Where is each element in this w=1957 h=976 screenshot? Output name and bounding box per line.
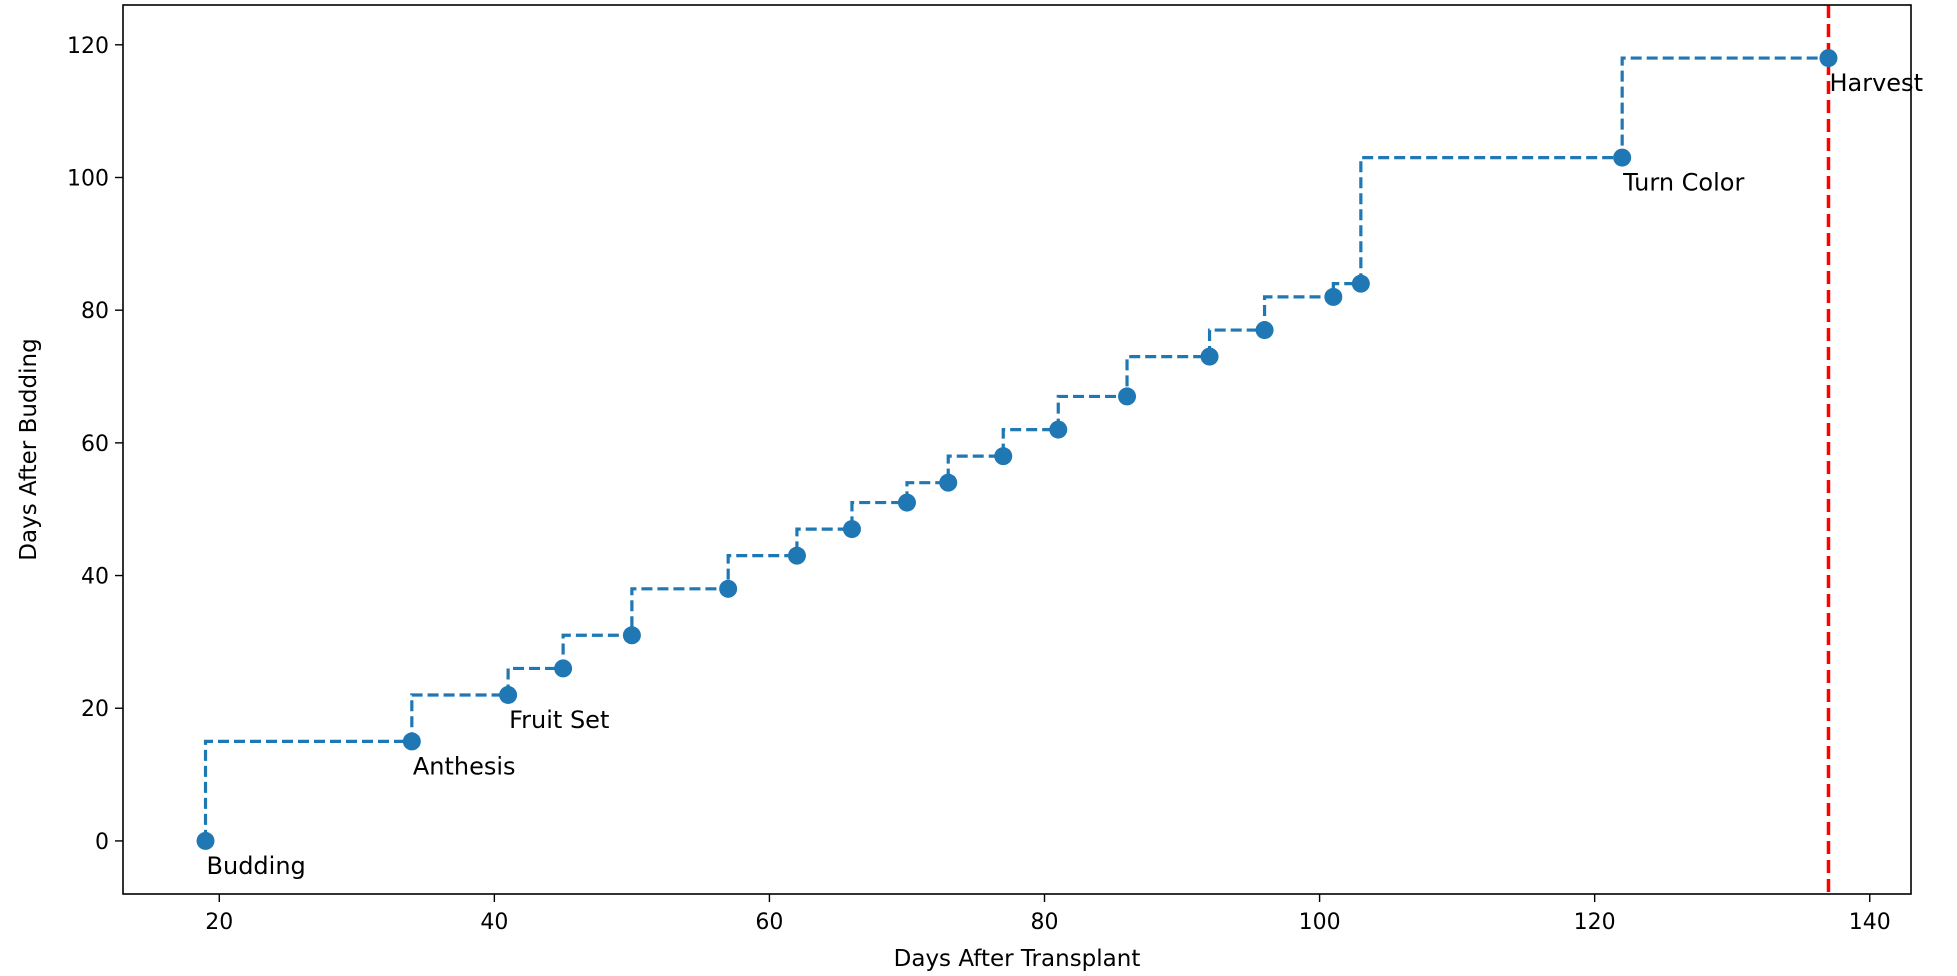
x-tick-label: 80 [1031,910,1059,935]
plot-area: Budding Anthesis Fruit Set Turn Color Harves… [196,5,1923,894]
data-point [402,732,421,751]
x-axis: 20 40 60 80 100 120 140 [205,894,1891,935]
x-tick-label: 100 [1299,910,1341,935]
x-tick-label: 60 [755,910,783,935]
data-point [554,659,573,678]
y-tick-label: 20 [81,697,109,722]
data-point [1351,274,1370,293]
y-tick-label: 0 [95,830,109,855]
data-point [1049,420,1068,439]
x-tick-label: 40 [480,910,508,935]
stage-annotation: Turn Color [1622,169,1744,197]
data-point [1819,49,1838,68]
y-tick-label: 60 [81,432,109,457]
x-axis-label: Days After Transplant [894,946,1141,972]
y-tick-label: 100 [67,166,109,191]
data-point [622,626,641,645]
series-step-line [203,56,1829,841]
data-point [842,520,861,539]
data-point [719,579,738,598]
x-tick-label: 120 [1574,910,1616,935]
y-tick-label: 80 [81,299,109,324]
data-point [1200,347,1219,366]
x-tick-label: 20 [205,910,233,935]
stage-annotation: Budding [207,852,306,880]
stage-annotation: Fruit Set [509,706,609,734]
data-point [1613,148,1632,167]
data-point [1324,287,1343,306]
data-point [1255,321,1274,340]
y-axis: 0 20 40 60 80 100 120 [67,34,123,855]
x-tick-label: 140 [1849,910,1891,935]
y-tick-label: 40 [81,565,109,590]
data-point [1118,387,1137,406]
y-tick-label: 120 [67,34,109,59]
data-point [994,447,1013,466]
data-point [499,685,518,704]
data-point [939,473,958,492]
stage-annotation: Harvest [1829,69,1923,97]
axes-frame [122,4,1912,895]
data-point [787,546,806,565]
y-axis-label: Days After Budding [16,338,42,560]
stage-annotation: Anthesis [413,752,516,780]
data-point [196,831,215,850]
data-point [897,493,916,512]
